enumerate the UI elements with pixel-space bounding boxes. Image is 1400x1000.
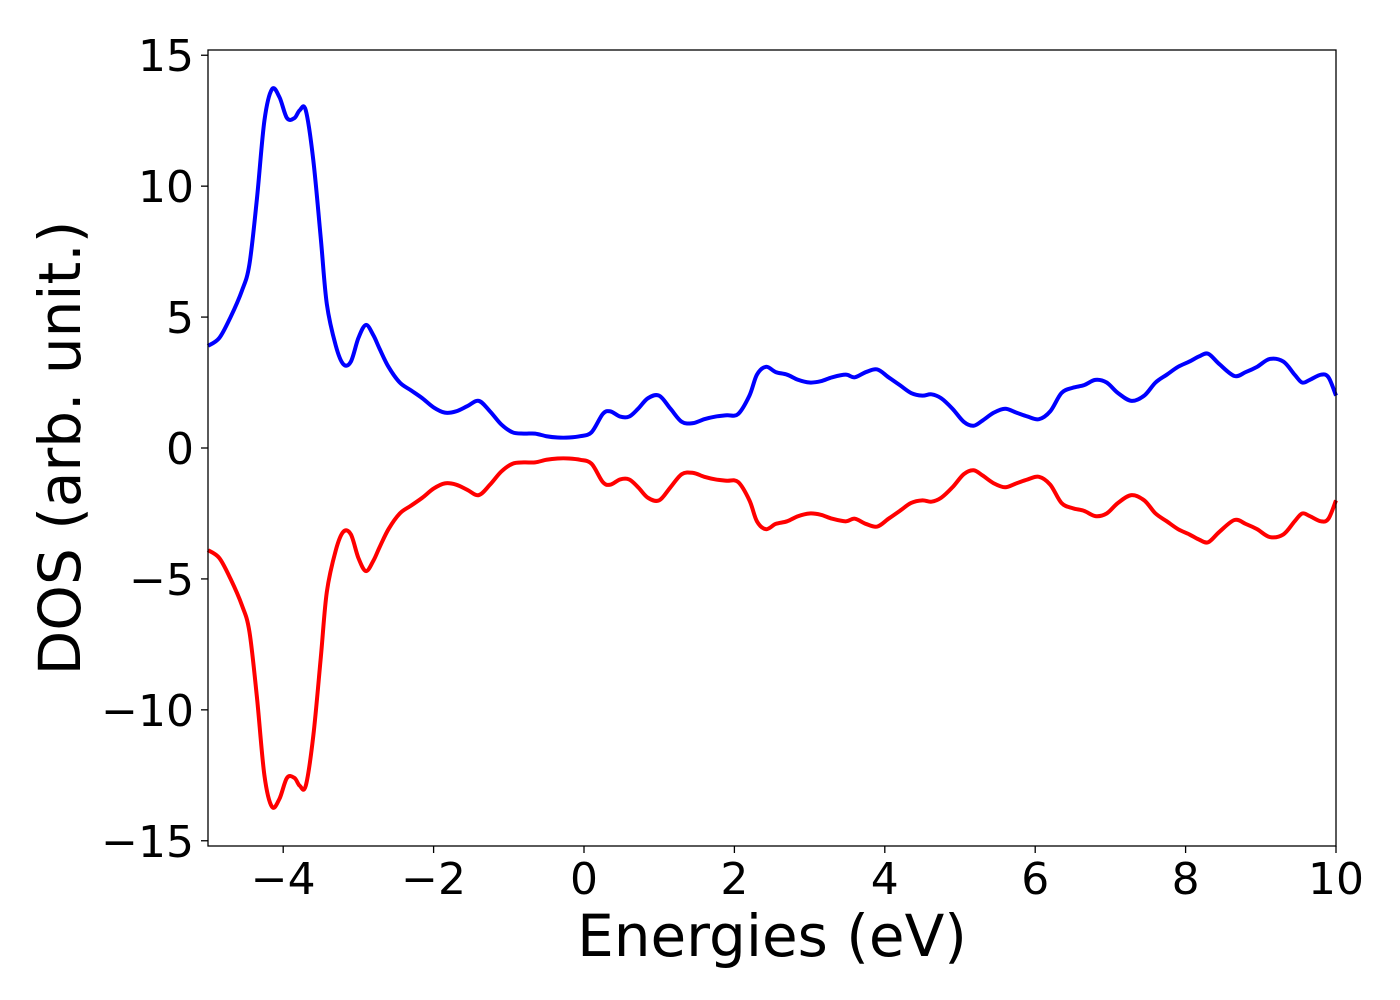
y-tick-label: 5: [166, 293, 194, 344]
x-axis-ticks: −4 −2 0 2 4 6 8 10: [251, 846, 1364, 905]
y-tick-label: 0: [166, 424, 194, 475]
x-tick-label: 8: [1172, 854, 1200, 905]
x-tick-label: −4: [251, 854, 316, 905]
x-tick-label: 2: [720, 854, 748, 905]
y-tick-label: −15: [101, 817, 194, 868]
x-tick-label: 10: [1308, 854, 1364, 905]
series-layer: [206, 86, 1338, 810]
y-tick-label: −10: [101, 686, 194, 737]
dos-series-line-1: [206, 86, 1338, 440]
x-tick-label: 4: [871, 854, 899, 905]
y-tick-label: 10: [138, 162, 194, 213]
x-axis-label: Energies (eV): [577, 902, 967, 970]
x-tick-label: 6: [1021, 854, 1049, 905]
y-axis-label: DOS (arb. unit.): [26, 221, 94, 676]
dos-series-line-2: [206, 456, 1338, 810]
y-tick-label: −5: [129, 555, 194, 606]
y-tick-label: 15: [138, 31, 194, 82]
y-axis-ticks: 15 10 5 0 −5 −10 −15: [101, 31, 208, 868]
x-tick-label: 0: [570, 854, 598, 905]
x-tick-label: −2: [401, 854, 466, 905]
